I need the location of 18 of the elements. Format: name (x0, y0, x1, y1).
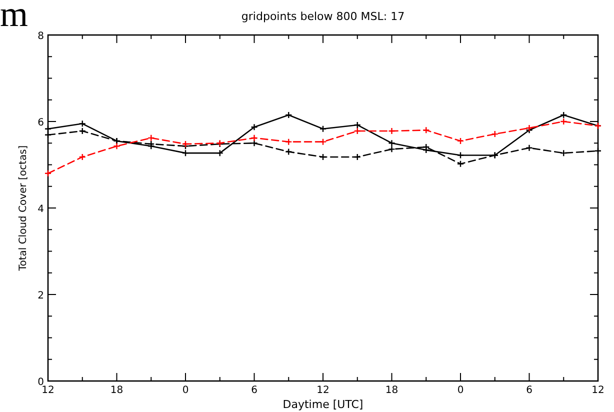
y-tick-label: 8 (38, 31, 44, 42)
y-tick-label: 2 (38, 290, 44, 302)
x-axis-title: Daytime [UTC] (282, 398, 364, 411)
x-tick-label: 12 (42, 385, 54, 396)
x-tick-label: 0 (182, 385, 189, 396)
chart-title: gridpoints below 800 MSL: 17 (241, 10, 405, 23)
y-axis-title: Total Cloud Cover [octas] (18, 145, 29, 272)
x-tick-label: 18 (110, 385, 124, 396)
x-tick-label: 12 (316, 385, 330, 396)
x-tick-label: 0 (457, 385, 464, 396)
x-tick-label: 12 (592, 385, 604, 396)
x-tick-label: 18 (385, 385, 398, 396)
y-tick-label: 4 (38, 204, 44, 215)
y-tick-label: 0 (38, 377, 44, 388)
text: m (0, 0, 28, 34)
y-tick-label: 6 (38, 118, 44, 128)
x-tick-label: 6 (251, 385, 258, 396)
x-tick-label: 6 (526, 385, 532, 396)
